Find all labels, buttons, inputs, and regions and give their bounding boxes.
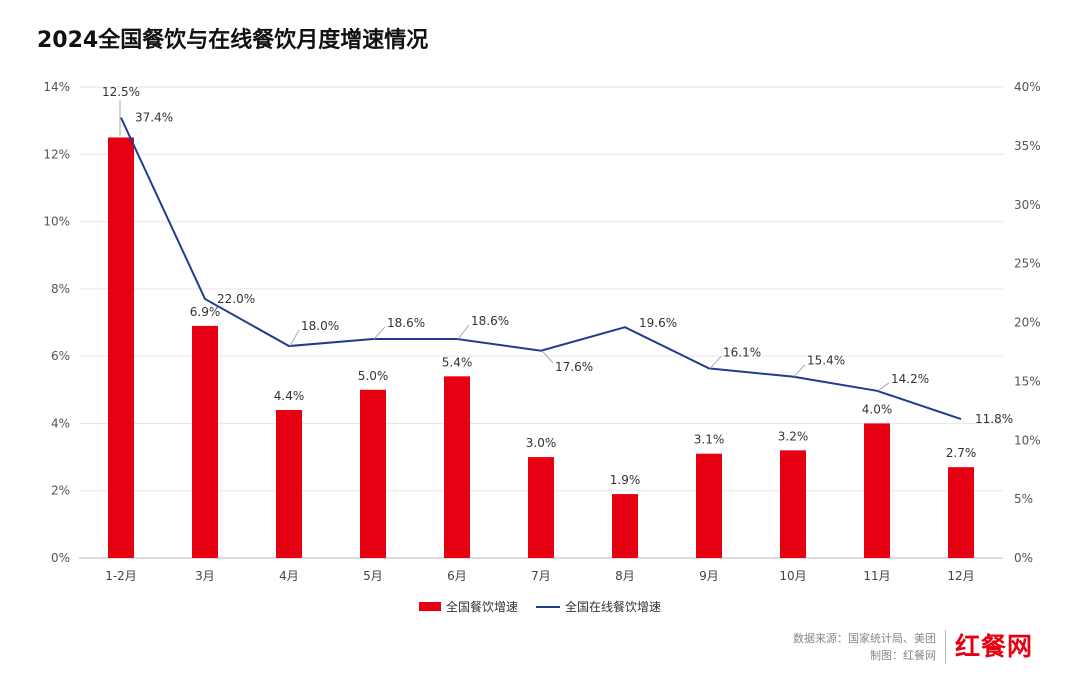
line-label: 11.8%	[975, 412, 1013, 426]
y-left-tick: 14%	[43, 80, 70, 94]
leader-line	[373, 326, 386, 340]
made-by-text: 制图：红餐网	[870, 649, 936, 662]
legend-item-line: 全国在线餐饮增速	[536, 598, 661, 615]
x-tick: 7月	[531, 569, 551, 583]
line-label: 14.2%	[891, 372, 929, 386]
x-tick: 9月	[699, 569, 719, 583]
bar	[696, 453, 722, 558]
line-label: 18.6%	[471, 314, 509, 328]
line-label: 37.4%	[135, 111, 173, 125]
y-left-tick: 4%	[51, 416, 70, 430]
bar-label: 3.0%	[526, 436, 557, 450]
y-left-tick: 12%	[43, 147, 70, 161]
y-right-tick: 5%	[1014, 492, 1033, 506]
bar	[108, 137, 134, 558]
chart-plot: 0% 2% 4% 6% 8% 10% 12% 14% 0% 5% 10% 15% 20% 25% 30% 35…	[43, 80, 1041, 583]
bar-label: 3.2%	[778, 429, 809, 443]
bar	[612, 494, 638, 558]
legend-label: 全国在线餐饮增速	[565, 600, 662, 614]
bar-label: 3.1%	[694, 433, 725, 447]
x-tick: 5月	[363, 569, 383, 583]
bar-label: 12.5%	[102, 85, 140, 99]
line-label: 18.6%	[387, 316, 425, 330]
line-label: 19.6%	[639, 316, 677, 330]
x-tick: 11月	[863, 569, 890, 583]
chart-title: 2024全国餐饮与在线餐饮月度增速情况	[37, 28, 429, 53]
x-tick: 1-2月	[105, 569, 137, 583]
legend-item-bar: 全国餐饮增速	[418, 598, 518, 615]
leader-line	[457, 324, 470, 340]
bar	[780, 450, 806, 558]
source-text: 数据来源：国家统计局、美团	[793, 632, 936, 645]
line-label: 18.0%	[301, 319, 339, 333]
x-tick: 10月	[779, 569, 806, 583]
bar-label: 6.9%	[190, 305, 221, 319]
y-left-tick: 8%	[51, 282, 70, 296]
x-tick: 12月	[947, 569, 974, 583]
y-right-tick: 40%	[1014, 80, 1041, 94]
y-right-tick: 10%	[1014, 433, 1041, 447]
y-right-tick: 30%	[1014, 198, 1041, 212]
source-note: 数据来源：国家统计局、美团 制图：红餐网	[793, 630, 936, 664]
legend: 全国餐饮增速 全国在线餐饮增速	[0, 598, 1080, 615]
y-right-tick: 0%	[1014, 551, 1033, 565]
y-right-tick: 20%	[1014, 316, 1041, 330]
line-label: 15.4%	[807, 354, 845, 368]
line-series	[120, 117, 962, 421]
bar-label: 5.0%	[358, 369, 389, 383]
bar	[528, 457, 554, 558]
bar	[276, 409, 302, 558]
divider	[945, 630, 946, 664]
bar	[864, 423, 890, 558]
leader-line	[877, 382, 890, 392]
bar-label: 5.4%	[442, 355, 473, 369]
line-label: 16.1%	[723, 345, 761, 359]
y-left-tick: 6%	[51, 349, 70, 363]
bar	[192, 325, 218, 558]
x-tick: 6月	[447, 569, 467, 583]
leader-line	[793, 364, 806, 378]
bar	[360, 389, 386, 558]
legend-label: 全国餐饮增速	[445, 600, 518, 614]
bar-label: 4.0%	[862, 402, 893, 416]
y-left-tick: 0%	[51, 551, 70, 565]
leader-line	[709, 356, 722, 369]
bar-label: 2.7%	[946, 446, 977, 460]
x-tick: 4月	[279, 569, 299, 583]
line-label: 22.0%	[217, 292, 255, 306]
y-right-tick: 15%	[1014, 374, 1041, 388]
leader-line	[541, 350, 554, 364]
bar-label: 4.4%	[274, 389, 305, 403]
leader-line	[289, 329, 300, 347]
y-left-tick: 2%	[51, 484, 70, 498]
bar-label: 1.9%	[610, 473, 641, 487]
logo: 红餐网	[955, 632, 1034, 661]
y-right-tick: 35%	[1014, 139, 1041, 153]
y-right-tick: 25%	[1014, 257, 1041, 271]
line-label: 17.6%	[555, 360, 593, 374]
bar	[948, 467, 974, 558]
legend-swatch-line	[536, 605, 560, 608]
bar	[444, 376, 470, 558]
y-left-tick: 10%	[43, 215, 70, 229]
legend-swatch-bar	[418, 602, 441, 611]
x-tick: 8月	[615, 569, 635, 583]
x-tick: 3月	[195, 569, 215, 583]
